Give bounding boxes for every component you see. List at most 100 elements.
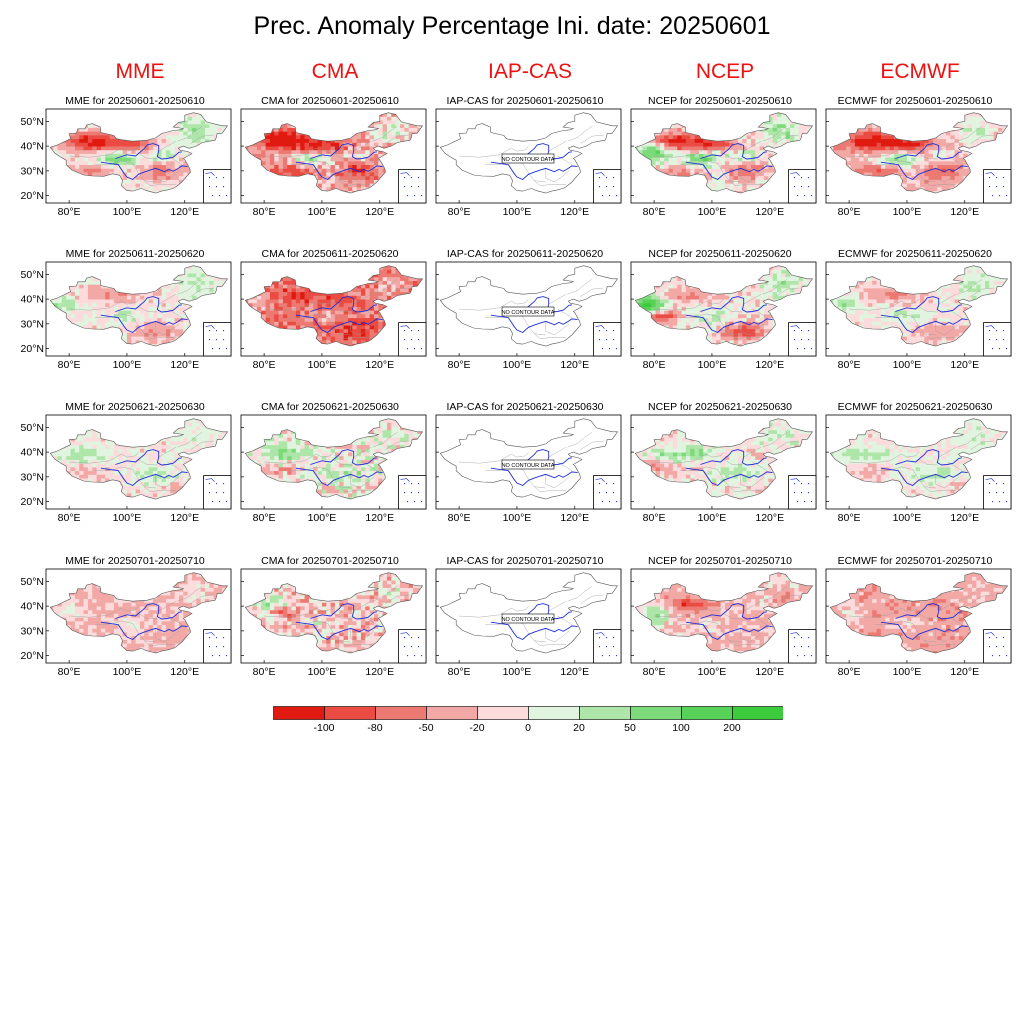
yangtze-river: [100, 467, 188, 487]
colorbar-label: 0: [525, 722, 531, 734]
lon-tick-label: 120°E: [755, 359, 784, 371]
south-china-sea-inset: [983, 629, 1012, 664]
lon-tick-label: 120°E: [170, 666, 199, 678]
china-outline: [439, 418, 619, 500]
china-outline: [634, 572, 814, 654]
yangtze-river: [490, 621, 578, 641]
no-data-label: NO CONTOUR DATA: [502, 157, 555, 163]
lon-tick-label: 100°E: [698, 359, 727, 371]
lon-tick-label: 120°E: [560, 206, 589, 218]
lon-tick-label: 80°E: [838, 512, 861, 524]
lon-tick-label: 100°E: [893, 512, 922, 524]
lon-tick-label: 80°E: [448, 359, 471, 371]
panel-title: CMA for 20250611-20250620: [261, 248, 399, 260]
lon-tick-label: 100°E: [698, 206, 727, 218]
panel-mme-2: MME for 20250611-20250620 50°N 40°N 30°N 20°…: [21, 248, 232, 371]
lon-tick-label: 120°E: [755, 666, 784, 678]
south-china-sea-inset: [203, 169, 232, 204]
panel-title: MME for 20250611-20250620: [65, 248, 205, 260]
south-china-sea-inset: [788, 169, 817, 204]
lon-tick-label: 120°E: [560, 666, 589, 678]
map-plot: 80°E 100°E 120°E: [630, 108, 817, 218]
china-outline: [244, 112, 424, 194]
south-china-sea-inset: [983, 322, 1012, 357]
lon-tick-label: 80°E: [58, 359, 81, 371]
yellow-river: [895, 603, 962, 620]
colorbar-label: -50: [418, 722, 434, 734]
yangtze-river: [100, 621, 188, 641]
lon-tick-label: 80°E: [643, 206, 666, 218]
yangtze-river: [880, 467, 968, 487]
colorbar-segment: [579, 706, 631, 720]
yellow-river: [700, 603, 767, 620]
lon-tick-label: 100°E: [503, 359, 532, 371]
no-data-label: NO CONTOUR DATA: [502, 310, 555, 316]
panel-cma-1: CMA for 20250601-20250610 80°E 100°E 120°E: [235, 95, 427, 218]
lat-tick-label: 50°N: [21, 269, 44, 281]
yellow-river: [310, 603, 377, 620]
yellow-river: [895, 143, 962, 160]
lon-tick-label: 120°E: [560, 359, 589, 371]
lon-tick-label: 80°E: [253, 206, 276, 218]
panel-title: NCEP for 20250601-20250610: [647, 95, 792, 107]
lat-tick-label: 40°N: [21, 447, 44, 459]
lon-tick-label: 80°E: [253, 666, 276, 678]
lon-tick-label: 80°E: [643, 666, 666, 678]
colorbar-segment: [732, 706, 783, 720]
lat-tick-label: 40°N: [21, 141, 44, 153]
panel-ecmwf-4: ECMWF for 20250701-20250710 80°E 100°E 120°…: [820, 555, 1012, 678]
lat-tick-label: 40°N: [21, 294, 44, 306]
panel-title: ECMWF for 20250611-20250620: [838, 248, 992, 260]
lon-tick-label: 80°E: [643, 359, 666, 371]
yellow-river: [700, 449, 767, 466]
colorbar-segment: [528, 706, 580, 720]
lat-tick-label: 30°N: [21, 471, 44, 483]
lon-tick-label: 120°E: [560, 512, 589, 524]
lon-tick-label: 120°E: [170, 359, 199, 371]
panel-iap-cas-2: IAP-CAS for 20250611-20250620 NO CONTOUR …: [430, 248, 622, 371]
colorbar-segment: [375, 706, 427, 720]
yangtze-river: [295, 161, 383, 181]
lon-tick-label: 80°E: [643, 512, 666, 524]
lon-tick-label: 120°E: [365, 666, 394, 678]
lon-tick-label: 100°E: [503, 666, 532, 678]
main-title: Prec. Anomaly Percentage Ini. date: 2025…: [253, 12, 771, 40]
lon-tick-label: 80°E: [448, 666, 471, 678]
panel-title: MME for 20250701-20250710: [65, 555, 205, 567]
lon-tick-label: 100°E: [113, 206, 142, 218]
yangtze-river: [685, 314, 773, 334]
panel-mme-3: MME for 20250621-20250630 50°N 40°N 30°N 20°…: [21, 401, 232, 524]
colorbar-segment: [324, 706, 376, 720]
no-data-box: [501, 459, 555, 470]
lon-tick-label: 80°E: [253, 359, 276, 371]
south-china-sea-inset: [983, 169, 1012, 204]
panel-title: IAP-CAS for 20250621-20250630: [446, 401, 604, 413]
china-outline: [244, 572, 424, 654]
no-data-label: NO CONTOUR DATA: [502, 463, 555, 469]
model-header-ecmwf: ECMWF: [880, 60, 960, 83]
yangtze-river: [880, 314, 968, 334]
colorbar-segment: [426, 706, 478, 720]
panel-ecmwf-3: ECMWF for 20250621-20250630 80°E 100°E 120°…: [820, 401, 1012, 524]
panel-mme-1: MME for 20250601-20250610 50°N 40°N 30°N 20°…: [21, 95, 232, 218]
colorbar: [273, 706, 783, 720]
panel-title: MME for 20250621-20250630: [65, 401, 205, 413]
yangtze-river: [100, 314, 188, 334]
lon-tick-label: 120°E: [950, 206, 979, 218]
yangtze-river: [490, 161, 578, 181]
lon-tick-label: 100°E: [893, 206, 922, 218]
lat-tick-label: 50°N: [21, 576, 44, 588]
colorbar-segment: [630, 706, 682, 720]
lon-tick-label: 80°E: [448, 512, 471, 524]
panel-iap-cas-3: IAP-CAS for 20250621-20250630 NO CONTOUR …: [430, 401, 622, 524]
lat-tick-label: 50°N: [21, 422, 44, 434]
yellow-river: [115, 603, 182, 620]
model-header-cma: CMA: [311, 60, 359, 83]
china-outline: [244, 418, 424, 500]
panel-title: MME for 20250601-20250610: [65, 95, 205, 107]
map-plot: 80°E 100°E 120°E: [825, 568, 1012, 678]
yellow-river: [310, 143, 377, 160]
panel-ncep-4: NCEP for 20250701-20250710 80°E 100°E 120°E: [625, 555, 817, 678]
yangtze-river: [880, 621, 968, 641]
no-data-box: [501, 306, 555, 317]
